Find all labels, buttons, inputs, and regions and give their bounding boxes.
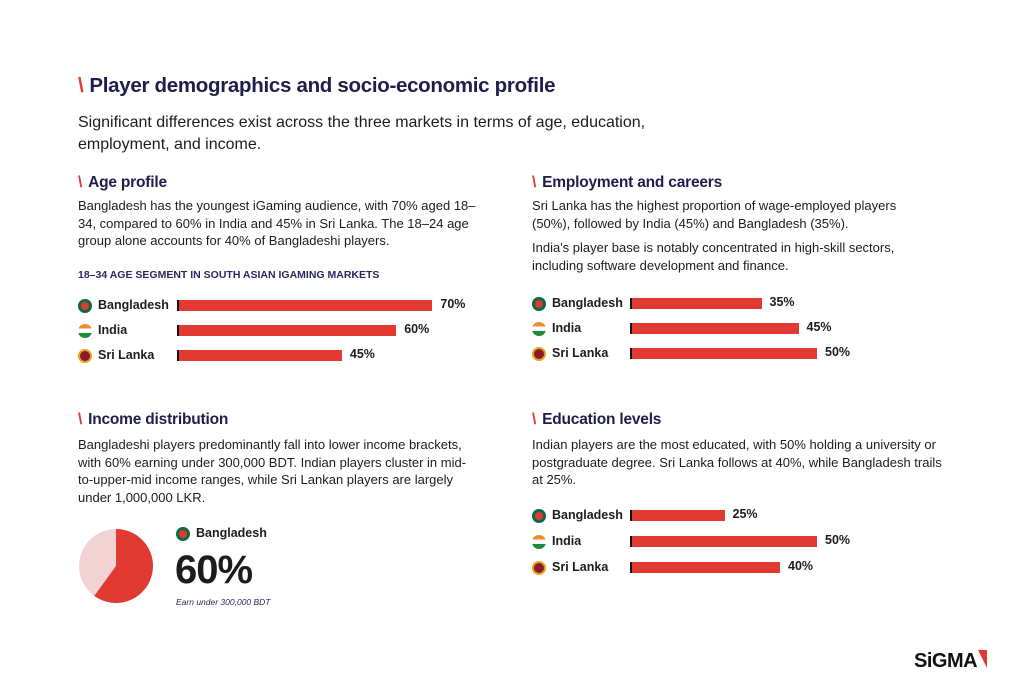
bar (179, 300, 433, 311)
bangladesh-flag-icon (532, 297, 546, 311)
bar-value-label: 35% (769, 295, 795, 309)
employment-text-1: Sri Lanka has the highest proportion of … (532, 198, 897, 231)
bar-row: Sri Lanka 45% (78, 347, 478, 363)
bar-baseline (630, 510, 632, 521)
intro-text: Significant differences exist across the… (78, 114, 646, 153)
bar-baseline (630, 348, 632, 359)
bar-row: India 60% (78, 322, 478, 338)
education-heading: \ Education levels (532, 411, 661, 429)
country-label: Bangladesh (98, 298, 169, 312)
income-heading: \ Income distribution (78, 411, 228, 429)
slash-mark: \ (532, 411, 537, 428)
sri-lanka-flag-icon (78, 349, 92, 363)
bangladesh-flag-icon (176, 527, 190, 541)
sigma-logo: SiGMA (914, 650, 988, 673)
bar-row: India 50% (532, 533, 932, 549)
bar-baseline (630, 323, 632, 334)
income-heading-text: Income distribution (88, 411, 229, 428)
bar-baseline (630, 298, 632, 309)
bar-row: Sri Lanka 40% (532, 559, 932, 575)
india-flag-icon (78, 324, 92, 338)
bar-baseline (177, 350, 179, 361)
india-flag-icon (532, 535, 546, 549)
logo-mark-icon (978, 650, 988, 668)
bar-baseline (177, 300, 179, 311)
slash-mark: \ (78, 411, 83, 428)
bar (632, 298, 762, 309)
bar-baseline (630, 536, 632, 547)
pie-slice-under-300k (94, 529, 153, 603)
employment-heading: \ Employment and careers (532, 174, 722, 192)
education-text: Indian players are the most educated, wi… (532, 437, 942, 487)
india-flag-icon (532, 322, 546, 336)
country-label: Sri Lanka (552, 346, 609, 360)
income-country-label: Bangladesh (196, 526, 267, 540)
age-text: Bangladesh has the youngest iGaming audi… (78, 198, 476, 248)
logo-text: SiGMA (914, 650, 978, 672)
bar-row: India 45% (532, 320, 932, 336)
bar (632, 348, 817, 359)
country-label: India (552, 534, 582, 548)
bar (632, 562, 780, 573)
age-heading: \ Age profile (78, 174, 167, 192)
sri-lanka-flag-icon (532, 347, 546, 361)
country-label: Sri Lanka (98, 348, 155, 362)
slash-mark: \ (78, 174, 83, 191)
bar-row: Bangladesh 25% (532, 507, 932, 523)
bar (632, 536, 817, 547)
income-text: Bangladeshi players predominantly fall i… (78, 437, 467, 505)
age-heading-text: Age profile (88, 174, 167, 191)
employment-heading-text: Employment and careers (542, 174, 723, 191)
bar-row: Bangladesh 70% (78, 297, 478, 313)
sri-lanka-flag-icon (532, 561, 546, 575)
bar (632, 510, 725, 521)
page-title: \ Player demographics and socio-economic … (78, 74, 556, 98)
bar-row: Sri Lanka 50% (532, 345, 932, 361)
bar-value-label: 45% (806, 320, 832, 334)
bar-baseline (630, 562, 632, 573)
country-label: Bangladesh (552, 296, 623, 310)
bar-value-label: 45% (349, 347, 375, 361)
bar-value-label: 40% (788, 559, 814, 573)
country-label: India (98, 323, 128, 337)
bar-value-label: 50% (825, 345, 851, 359)
slash-mark: \ (78, 74, 84, 97)
income-pie-chart (79, 529, 153, 603)
bar-value-label: 70% (440, 297, 466, 311)
income-big-stat: 60% (175, 548, 253, 592)
education-heading-text: Education levels (542, 411, 662, 428)
page-title-text: Player demographics and socio-economic p… (89, 74, 556, 97)
bar (179, 350, 342, 361)
age-chart-title: 18–34 AGE SEGMENT IN SOUTH ASIAN IGAMING… (78, 269, 380, 281)
bar (632, 323, 799, 334)
bar (179, 325, 397, 336)
bar-row: Bangladesh 35% (532, 295, 932, 311)
bar-value-label: 25% (732, 507, 758, 521)
country-label: Bangladesh (552, 508, 623, 522)
country-label: India (552, 321, 582, 335)
income-caption: Earn under 300,000 BDT (176, 597, 271, 607)
bar-baseline (177, 325, 179, 336)
bangladesh-flag-icon (78, 299, 92, 313)
bar-value-label: 60% (404, 322, 430, 336)
employment-text-2: India's player base is notably concentra… (532, 240, 895, 273)
slash-mark: \ (532, 174, 537, 191)
bar-value-label: 50% (825, 533, 851, 547)
country-label: Sri Lanka (552, 560, 609, 574)
income-country: Bangladesh (176, 526, 296, 541)
bangladesh-flag-icon (532, 509, 546, 523)
